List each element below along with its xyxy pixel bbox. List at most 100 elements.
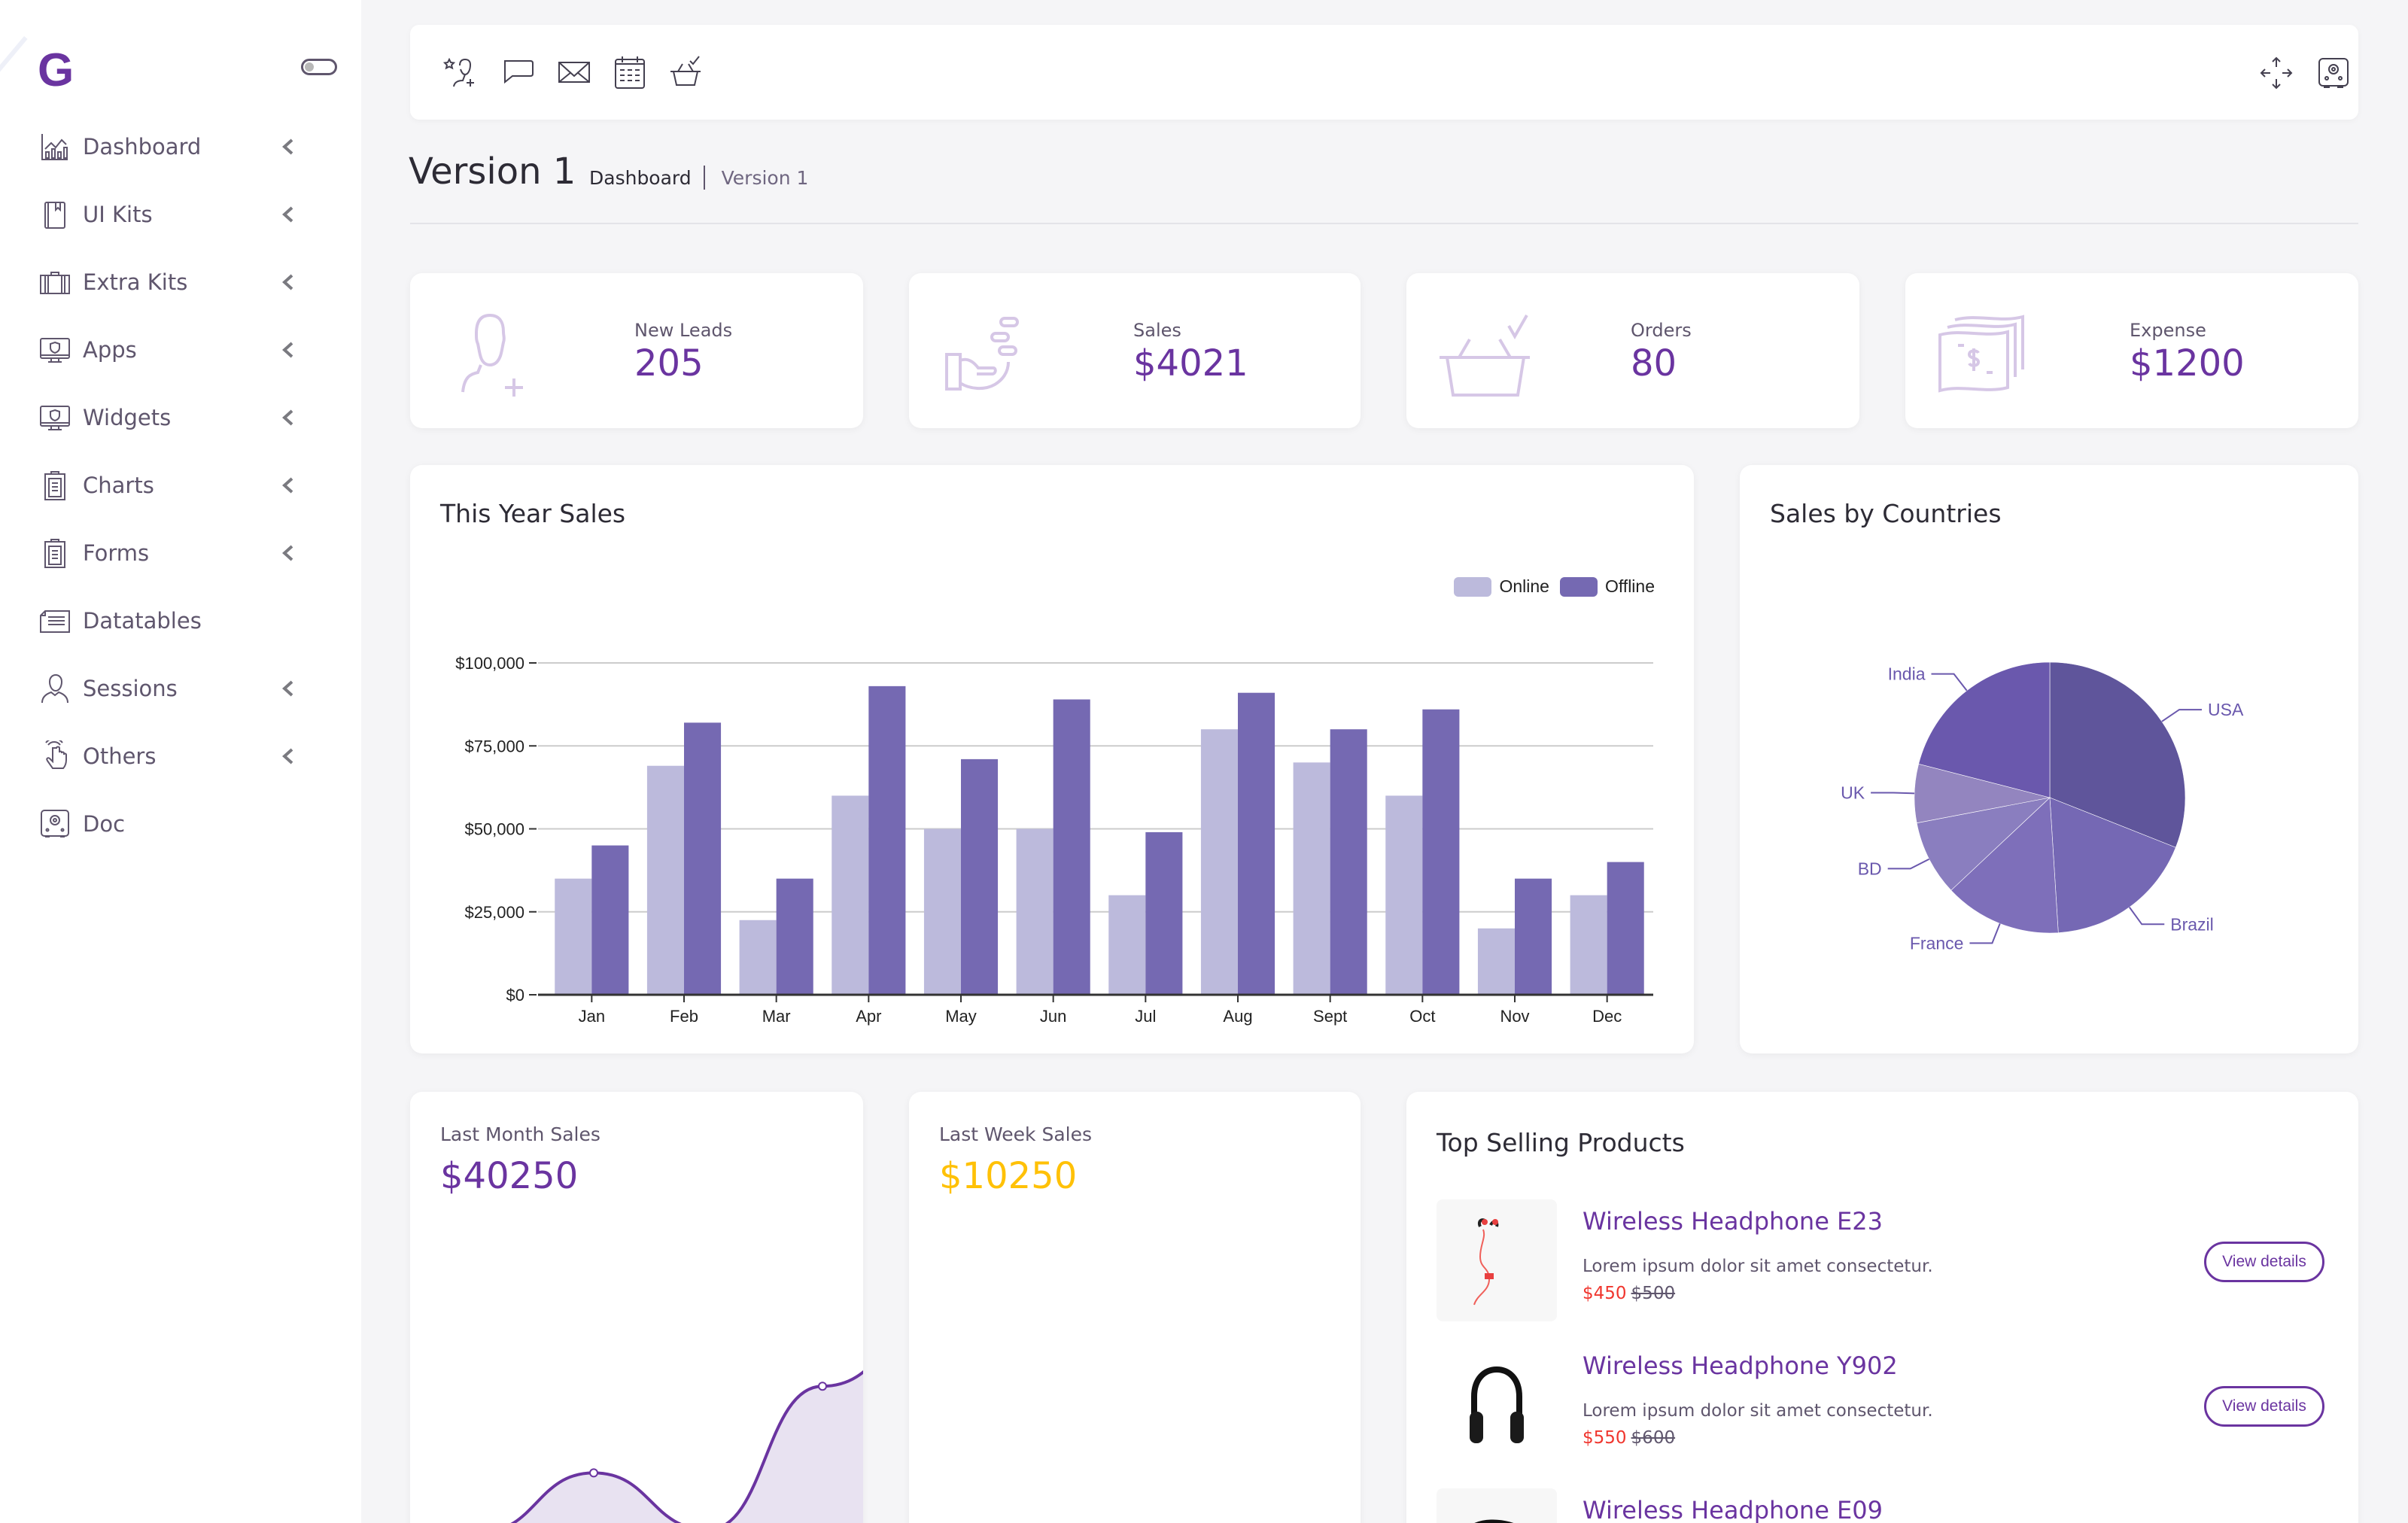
earphones-image[interactable] — [1437, 1199, 1557, 1321]
sidebar-item-label: Widgets — [83, 405, 172, 430]
safe-icon — [39, 808, 71, 840]
document-list-icon — [39, 605, 71, 637]
sidebar-item-others[interactable]: Others — [0, 722, 361, 790]
chevron-left-icon — [277, 271, 299, 293]
bar-online — [832, 795, 869, 995]
view-details-button[interactable]: View details — [2204, 1242, 2324, 1282]
top-products-card: Top Selling Products Wireless Headphone … — [1406, 1092, 2358, 1523]
x-tick-label: Oct — [1409, 1007, 1435, 1026]
calendar-icon[interactable] — [612, 55, 648, 91]
pie-label: USA — [2208, 700, 2244, 719]
legend-item-offline[interactable]: Offline — [1559, 576, 1655, 597]
stat-card-sales: Sales $4021 — [909, 273, 1361, 428]
pie-leader-line — [1887, 858, 1930, 870]
breadcrumb: Dashboard Version 1 — [589, 166, 808, 190]
legend-swatch-offline — [1559, 576, 1598, 597]
fullscreen-icon[interactable] — [2258, 55, 2294, 91]
sidebar-item-dashboard[interactable]: Dashboard — [0, 113, 361, 181]
sidebar: G Dashboard UI Kits Extra Kits Apps Widg… — [0, 0, 361, 1523]
toggle-knob — [305, 62, 314, 71]
basket-check-icon[interactable] — [667, 55, 704, 91]
bar-online — [739, 920, 777, 995]
chat-icon[interactable] — [500, 55, 537, 91]
sidebar-item-sessions[interactable]: Sessions — [0, 655, 361, 722]
bar-chart: $0 $25,000 $50,000 $75,000 $100,000 Jan Feb Mar… — [455, 654, 1653, 1026]
bar-offline — [868, 686, 906, 995]
sidebar-nav: Dashboard UI Kits Extra Kits Apps Widget… — [0, 113, 361, 858]
sidebar-item-datatables[interactable]: Datatables — [0, 587, 361, 655]
this-year-sales-card: This Year Sales Online Offline $0 $25,000… — [410, 465, 1694, 1053]
user-add-icon — [440, 303, 538, 401]
sidebar-item-ui-kits[interactable]: UI Kits — [0, 181, 361, 248]
view-details-button[interactable]: View details — [2204, 1386, 2324, 1427]
chevron-left-icon — [277, 339, 299, 361]
sidebar-item-doc[interactable]: Doc — [0, 790, 361, 858]
legend-item-online[interactable]: Online — [1454, 576, 1549, 597]
briefcase-icon — [39, 266, 71, 298]
logo[interactable]: G — [38, 44, 74, 96]
bar-offline — [1607, 862, 1644, 995]
pie-leader-line — [1871, 792, 1915, 795]
card-title: Last Week Sales — [939, 1123, 1093, 1145]
safe-icon[interactable] — [2315, 55, 2352, 91]
sidebar-toggle[interactable] — [301, 59, 337, 75]
bar-online — [1016, 828, 1054, 995]
bar-offline — [684, 722, 722, 995]
sidebar-item-apps[interactable]: Apps — [0, 316, 361, 384]
card-title: Sales by Countries — [1770, 499, 2002, 528]
breadcrumb-separator — [703, 166, 705, 190]
sidebar-item-forms[interactable]: Forms — [0, 519, 361, 587]
user-icon — [39, 673, 71, 704]
area-line — [510, 1369, 863, 1523]
x-tick-label: Apr — [856, 1007, 881, 1026]
sidebar-item-label: Doc — [83, 811, 126, 837]
bar-online — [555, 878, 592, 995]
bar-online — [1570, 895, 1607, 995]
bar-offline — [1330, 729, 1367, 995]
stat-card-new-leads: New Leads 205 — [410, 273, 863, 428]
pie-slice-brazil — [2049, 797, 2176, 933]
stat-label: Expense — [2130, 320, 2206, 341]
top-bar — [410, 25, 2358, 120]
chevron-left-icon — [277, 542, 299, 564]
headphones-image[interactable] — [1437, 1488, 1557, 1523]
basket-check-icon — [1437, 303, 1534, 401]
bar-online — [1200, 729, 1238, 995]
sidebar-item-label: Apps — [83, 337, 137, 363]
stat-value: $4021 — [1133, 342, 1248, 385]
headphones-image[interactable] — [1437, 1344, 1557, 1466]
product-price: $550 $600 — [1583, 1428, 1675, 1448]
pie-leader-line — [1969, 923, 2001, 944]
mail-icon[interactable] — [556, 55, 592, 91]
pie-label: France — [1910, 933, 1964, 953]
sidebar-item-label: Extra Kits — [83, 269, 188, 295]
sidebar-item-extra-kits[interactable]: Extra Kits — [0, 248, 361, 316]
x-tick-label: May — [945, 1007, 977, 1026]
product-name[interactable]: Wireless Headphone E23 — [1583, 1207, 1883, 1236]
x-tick-label: Nov — [1500, 1007, 1529, 1026]
y-tick-label: $25,000 — [464, 903, 524, 922]
bar-offline — [1053, 699, 1090, 995]
hand-coins-icon — [939, 303, 1037, 401]
legend-label: Offline — [1604, 576, 1655, 596]
sidebar-item-label: Forms — [83, 540, 150, 566]
monitor-shield-icon — [39, 402, 71, 433]
last-week-value: $10250 — [939, 1155, 1078, 1197]
product-name[interactable]: Wireless Headphone Y902 — [1583, 1351, 1898, 1380]
pie-label: BD — [1858, 859, 1882, 878]
chevron-left-icon — [277, 745, 299, 768]
user-star-add-icon[interactable] — [442, 55, 479, 91]
bar-offline — [1145, 831, 1183, 995]
sidebar-item-widgets[interactable]: Widgets — [0, 384, 361, 451]
bar-offline — [961, 758, 999, 995]
breadcrumb-dashboard[interactable]: Dashboard — [589, 166, 692, 189]
hand-touch-icon — [39, 740, 71, 772]
sidebar-item-charts[interactable]: Charts — [0, 451, 361, 519]
last-week-area-chart — [909, 1092, 1361, 1523]
x-tick-label: Feb — [670, 1007, 698, 1026]
stat-label: Sales — [1133, 320, 1181, 341]
sidebar-item-label: Datatables — [83, 608, 202, 634]
product-name[interactable]: Wireless Headphone E09 — [1583, 1496, 1883, 1523]
bar-offline — [776, 878, 813, 995]
card-title: Top Selling Products — [1437, 1128, 1685, 1157]
